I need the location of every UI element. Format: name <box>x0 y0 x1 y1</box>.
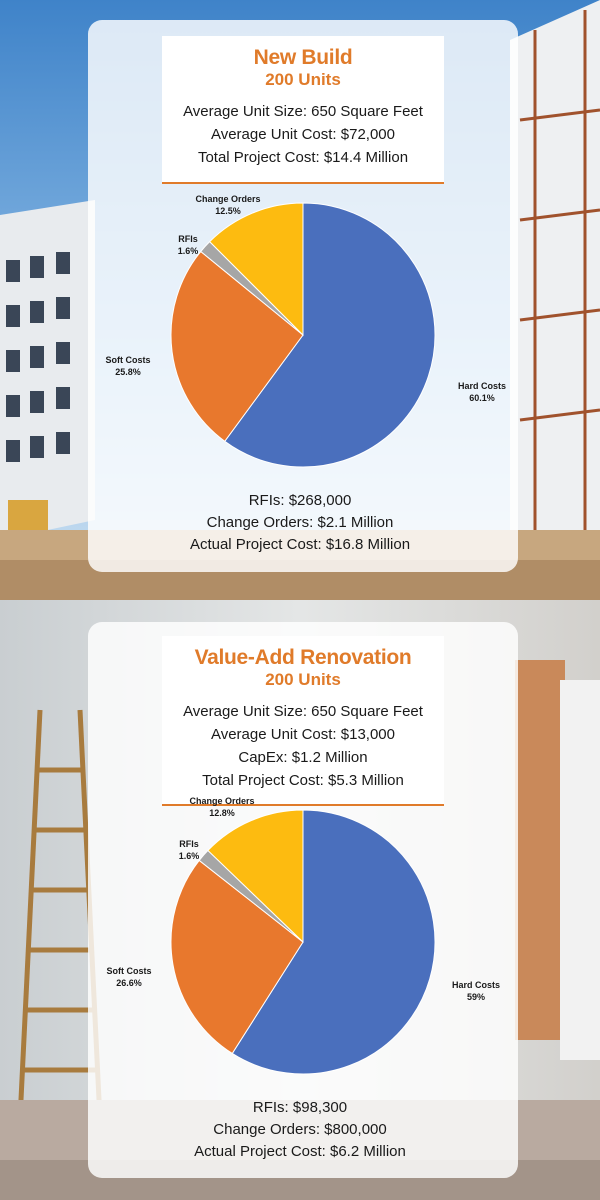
stat-line: Average Unit Size: 650 Square Feet <box>183 103 423 120</box>
slice-label-soft-costs: Soft Costs <box>106 355 151 365</box>
new-build-header: New Build 200 Units Average Unit Size: 6… <box>162 36 444 184</box>
slice-label-hard-costs: Hard Costs <box>458 381 506 391</box>
footer-line: RFIs: $98,300 <box>252 1099 348 1116</box>
slice-label-rfis: RFIs <box>179 839 199 849</box>
footer-line: Change Orders: $2.1 Million <box>206 514 394 531</box>
slice-value-hard-costs: 60.1% <box>469 393 495 403</box>
slice-label-change-orders: Change Orders <box>189 796 254 806</box>
new-build-panel: New Build 200 Units Average Unit Size: 6… <box>0 0 600 600</box>
panel-subtitle: 200 Units <box>265 670 341 689</box>
stat-line: Average Unit Cost: $72,000 <box>210 126 395 143</box>
new-build-footer: RFIs: $268,000 Change Orders: $2.1 Milli… <box>0 490 600 556</box>
slice-value-rfis: 1.6% <box>178 246 199 256</box>
stat-line: Total Project Cost: $5.3 Million <box>202 772 404 789</box>
stat-line: Total Project Cost: $14.4 Million <box>197 149 409 166</box>
stat-line: Average Unit Size: 650 Square Feet <box>183 703 423 720</box>
slice-value-rfis: 1.6% <box>179 851 200 861</box>
pie-slice-hard-costs <box>231 809 436 1075</box>
panel-title: New Build <box>253 46 353 69</box>
renovation-card: Value-Add Renovation 200 Units Average U… <box>88 622 518 1178</box>
slice-value-change-orders: 12.5% <box>215 206 241 216</box>
panel-subtitle: 200 Units <box>265 70 341 89</box>
footer-line: RFIs: $268,000 <box>248 492 352 509</box>
slice-value-soft-costs: 25.8% <box>115 367 141 377</box>
slice-value-soft-costs: 26.6% <box>116 978 142 988</box>
stat-line: Average Unit Cost: $13,000 <box>210 726 395 743</box>
footer-line: Actual Project Cost: $6.2 Million <box>194 1143 406 1160</box>
stats-list: Average Unit Size: 650 Square Feet Avera… <box>162 100 444 169</box>
stats-list: Average Unit Size: 650 Square Feet Avera… <box>162 700 444 792</box>
new-build-pie-chart: Hard Costs 60.1% Soft Costs 25.8% RFIs 1.6% Ch… <box>106 194 506 468</box>
pie-slice-hard-costs <box>224 202 436 468</box>
renovation-header: Value-Add Renovation 200 Units Average U… <box>162 636 444 806</box>
pie-slice-soft-costs <box>170 859 304 1055</box>
pie-slice-soft-costs <box>170 250 304 442</box>
slice-label-change-orders: Change Orders <box>195 194 260 204</box>
slice-value-hard-costs: 59% <box>467 992 485 1002</box>
slice-label-hard-costs: Hard Costs <box>452 980 500 990</box>
footer-line: Change Orders: $800,000 <box>213 1121 387 1138</box>
footer-line: Actual Project Cost: $16.8 Million <box>189 536 411 553</box>
stat-line: CapEx: $1.2 Million <box>238 749 368 766</box>
slice-value-change-orders: 12.8% <box>209 808 235 818</box>
pie-slice-change-orders <box>208 202 304 337</box>
panel-title: Value-Add Renovation <box>194 646 412 669</box>
renovation-footer: RFIs: $98,300 Change Orders: $800,000 Ac… <box>0 1097 600 1163</box>
renovation-pie-chart: Hard Costs 59% Soft Costs 26.6% RFIs 1.6% Chan… <box>107 796 500 1075</box>
slice-label-soft-costs: Soft Costs <box>107 966 152 976</box>
renovation-panel: Value-Add Renovation 200 Units Average U… <box>0 600 600 1200</box>
slice-label-rfis: RFIs <box>178 234 198 244</box>
pie-slice-change-orders <box>207 809 304 944</box>
